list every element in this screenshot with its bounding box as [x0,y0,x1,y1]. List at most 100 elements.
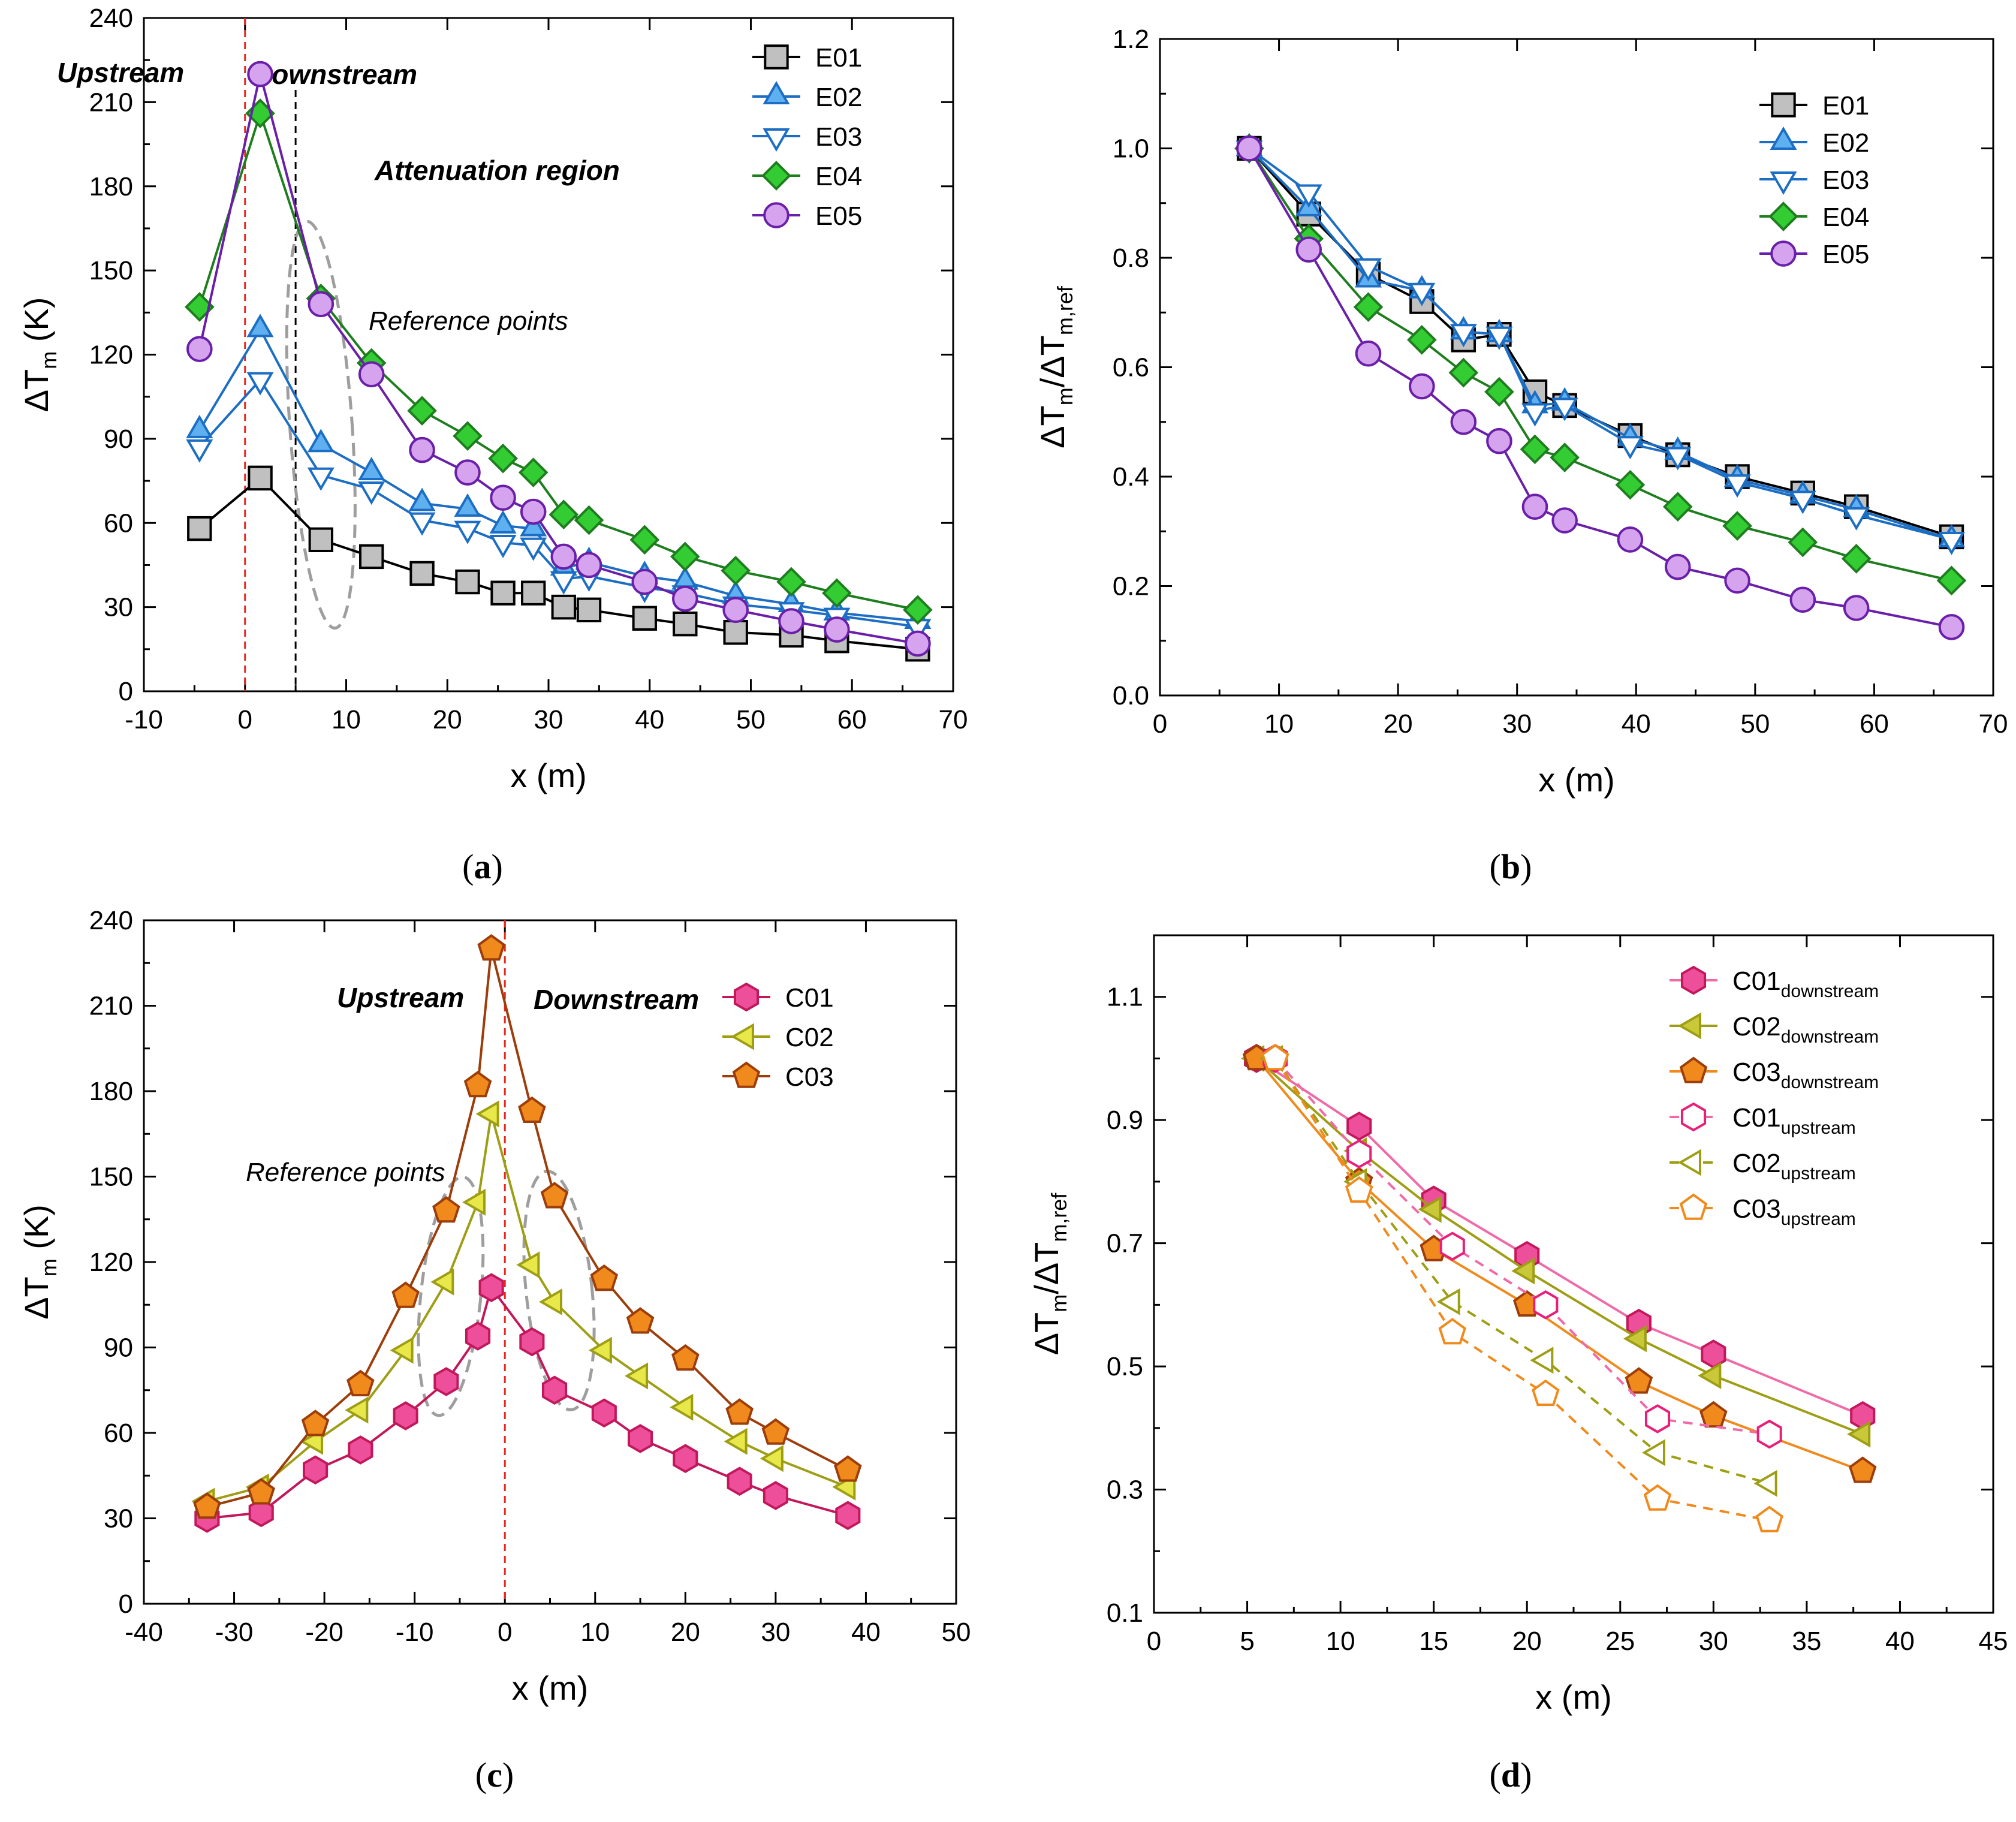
y-tick-label-d: 0.7 [1107,1229,1143,1258]
legend-entry: E03 [1759,165,1869,195]
legend-label: E04 [815,162,862,191]
legend-entry: E02 [752,80,862,112]
y-axis-label-part: /ΔT [1027,1242,1065,1294]
legend-label-name: E05 [1822,240,1869,269]
legend-marker [763,128,790,152]
legend-label-name: C02 [1732,1012,1781,1041]
legend-marker [761,161,791,191]
legend-label: C03downstream [1732,1058,1879,1092]
data-point [626,1307,655,1334]
caption-paren: ) [492,847,503,886]
reference-points-label: Reference points [369,306,568,336]
data-point [629,525,660,555]
caption-paren: ( [1490,1755,1501,1794]
series-c-C02 [191,1100,856,1515]
legend-entry: E01 [1759,91,1869,121]
data-point [1551,507,1578,534]
caption-letter: c [487,1755,502,1794]
legend-entry: C01upstream [1670,1102,1856,1138]
data-point [246,314,274,338]
y-axis-label-part: m,ref [1053,285,1077,335]
legend-label-name: C03 [1732,1058,1781,1087]
legend-entry: C01 [722,982,834,1013]
y-tick-label-a: 210 [89,88,133,117]
legend-label-name: C02 [785,1023,834,1052]
legend-label: E03 [1822,165,1869,195]
panel-caption-c: (c) [475,1755,514,1794]
y-axis-label-b: ΔTm/ΔTm,ref [1033,285,1077,448]
data-point [1724,567,1750,594]
data-point [1438,1318,1467,1345]
y-axis-label-part: ΔT [17,1276,55,1320]
caption-text: (d) [1490,1755,1532,1794]
legend-marker [763,80,790,104]
data-point [549,499,579,530]
x-tick-label-c: -40 [125,1618,163,1647]
series-line [198,109,918,612]
data-point [670,541,700,572]
data-point [1409,373,1435,400]
data-point [1485,326,1513,350]
x-tick-label-c: 30 [761,1618,790,1647]
series-line [1274,1058,1770,1436]
caption-paren: ) [1520,847,1532,886]
data-point [465,1321,491,1351]
y-tick-label-a: 0 [119,677,133,706]
data-point [345,1396,369,1424]
data-point [1521,493,1548,520]
data-point [776,567,806,597]
legend-label-name: C01 [1732,966,1781,996]
y-tick-label-b: 0.6 [1113,353,1149,383]
y-axis-label-c: ΔTm (K) [17,1204,61,1320]
data-point [246,372,274,396]
x-axis-label-b: x (m) [1538,761,1615,799]
data-point [1511,1257,1535,1285]
panel-d: 0 5 10 15 20 25 30 35 40 45 0.1 0.3 0.5 0.7 0.9 1.1 x (m… [1027,934,2008,1716]
data-point [903,595,933,625]
data-point [1354,258,1382,282]
legend-label: E01 [815,43,862,73]
data-point [1436,1288,1460,1315]
data-point [1848,1456,1877,1483]
data-point [1788,527,1818,558]
data-point [432,1196,460,1223]
data-point [1550,442,1580,472]
data-point [248,465,273,491]
x-tick-label-c: 0 [498,1618,512,1647]
data-point [588,1336,612,1364]
legend-label-subscript: upstream [1781,1118,1856,1138]
legend-label-subscript: upstream [1781,1164,1856,1183]
data-point [1345,1176,1373,1203]
data-point [348,1435,373,1465]
y-tick-label-b: 0.8 [1113,243,1149,273]
x-tick-label-c: 50 [942,1618,971,1647]
data-point [550,571,577,595]
data-point [725,1398,754,1425]
panel-caption-b: (b) [1490,847,1532,886]
data-point [518,457,549,487]
data-point [1530,1347,1554,1374]
data-point [1662,492,1693,522]
series-line [1274,1058,1770,1485]
x-tick-label-d: 35 [1792,1627,1821,1656]
y-tick-label-d: 1.1 [1107,983,1143,1012]
y-axis-label-part: (K) [17,1204,55,1258]
series-line [206,1113,849,1502]
data-point [1295,236,1322,263]
data-point [1261,1043,1289,1071]
data-point [905,630,931,657]
legend-marker [1677,1149,1701,1176]
x-tick-label-d: 45 [1979,1627,2008,1656]
x-tick-label-d: 10 [1326,1627,1355,1656]
y-tick-label-c: 180 [89,1077,133,1106]
series-line [198,476,918,651]
data-point [540,1182,569,1209]
data-point [186,336,213,362]
data-point [672,585,698,612]
x-tick-label-c: 20 [671,1618,700,1647]
caption-text: (c) [475,1755,514,1794]
series-line [207,1285,848,1520]
data-point [519,1327,545,1357]
x-tick-label-c: -10 [396,1618,434,1647]
data-point [391,1281,420,1308]
